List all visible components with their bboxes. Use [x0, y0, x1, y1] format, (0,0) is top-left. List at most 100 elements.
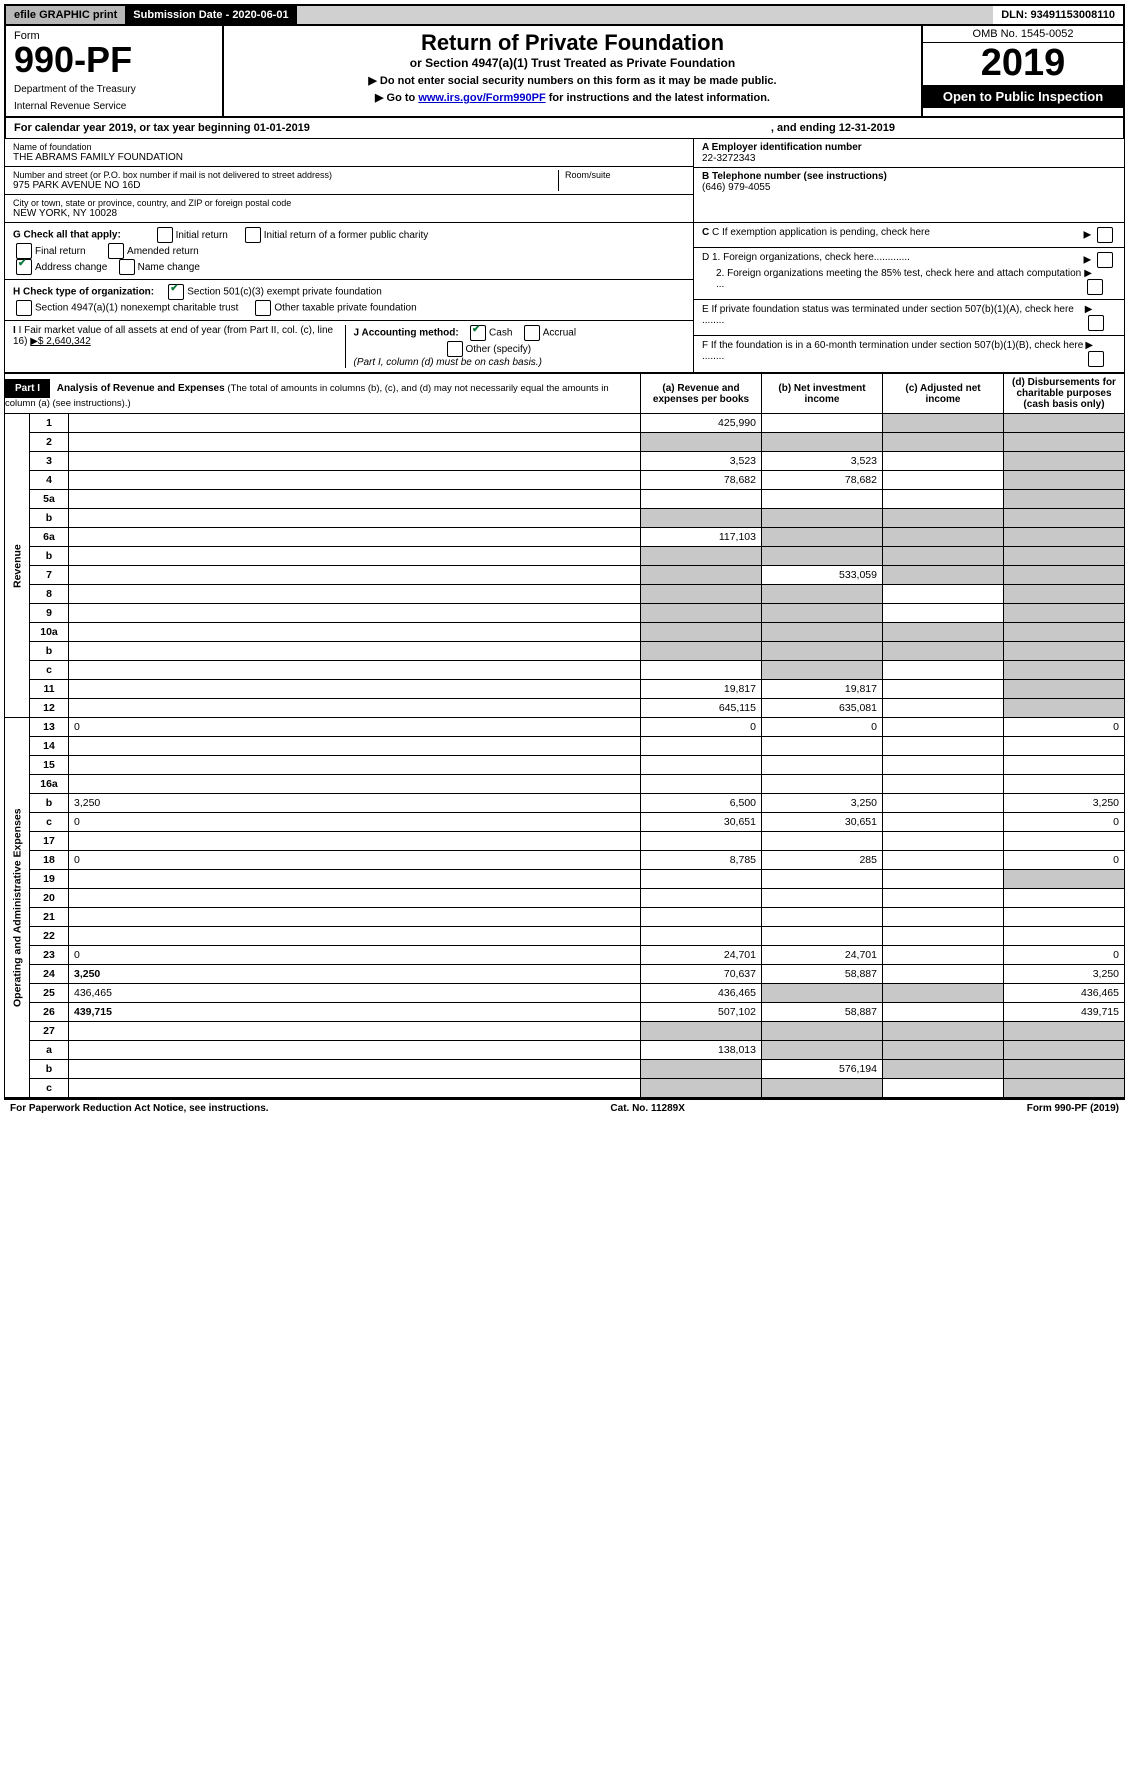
amount-col-c [883, 509, 1004, 528]
line-number: 17 [30, 832, 69, 851]
amount-col-b [762, 1022, 883, 1041]
initial-return-check[interactable] [157, 227, 173, 243]
foundation-name-cell: Name of foundation THE ABRAMS FAMILY FOU… [5, 139, 693, 167]
4947-label: Section 4947(a)(1) nonexempt charitable … [35, 303, 238, 314]
city-state-zip: NEW YORK, NY 10028 [13, 208, 685, 219]
line-number: 19 [30, 870, 69, 889]
table-row: 25436,465436,465436,465 [5, 984, 1125, 1003]
form-title: Return of Private Foundation [228, 30, 917, 56]
line-description [69, 1041, 641, 1060]
table-row: 2 [5, 433, 1125, 452]
line-description [69, 623, 641, 642]
line-description [69, 414, 641, 433]
d1-check[interactable] [1097, 252, 1113, 268]
amount-col-b [762, 1041, 883, 1060]
line-number: b [30, 642, 69, 661]
cash-check[interactable] [470, 325, 486, 341]
amended-return-check[interactable] [108, 243, 124, 259]
amount-col-b: 24,701 [762, 946, 883, 965]
address-change-check[interactable] [16, 259, 32, 275]
f-check[interactable] [1088, 351, 1104, 367]
amount-col-b: 576,194 [762, 1060, 883, 1079]
table-row: c [5, 1079, 1125, 1098]
line-number: c [30, 661, 69, 680]
line-number: 9 [30, 604, 69, 623]
i-label: I [13, 325, 16, 336]
line-description [69, 927, 641, 946]
table-row: 16a [5, 775, 1125, 794]
amount-col-a [641, 623, 762, 642]
line-description: 3,250 [69, 965, 641, 984]
table-row: 7533,059 [5, 566, 1125, 585]
other-method-check[interactable] [447, 341, 463, 357]
line-number: 2 [30, 433, 69, 452]
amount-col-c [883, 908, 1004, 927]
amount-col-a [641, 832, 762, 851]
amount-col-a: 70,637 [641, 965, 762, 984]
amount-col-b [762, 528, 883, 547]
line-number: 5a [30, 490, 69, 509]
c-check[interactable] [1097, 227, 1113, 243]
d2-check[interactable] [1087, 279, 1103, 295]
amount-col-d [1004, 1041, 1125, 1060]
form-header: Form 990-PF Department of the Treasury I… [4, 26, 1125, 118]
amount-col-a [641, 1079, 762, 1098]
amount-col-c [883, 547, 1004, 566]
amount-col-d [1004, 870, 1125, 889]
amount-col-a [641, 433, 762, 452]
name-change-check[interactable] [119, 259, 135, 275]
amount-col-b: 0 [762, 718, 883, 737]
line-number: 25 [30, 984, 69, 1003]
page-footer: For Paperwork Reduction Act Notice, see … [4, 1098, 1125, 1117]
form-ref: Form 990-PF (2019) [1027, 1103, 1119, 1114]
line-description [69, 452, 641, 471]
amount-col-a [641, 756, 762, 775]
amount-col-b: 58,887 [762, 965, 883, 984]
amount-col-b [762, 623, 883, 642]
f-label: F If the foundation is in a 60-month ter… [702, 340, 1085, 367]
e-check[interactable] [1088, 315, 1104, 331]
amount-col-d [1004, 642, 1125, 661]
amount-col-a [641, 870, 762, 889]
line-number: 6a [30, 528, 69, 547]
amount-col-c [883, 832, 1004, 851]
4947-check[interactable] [16, 300, 32, 316]
line-number: 3 [30, 452, 69, 471]
initial-former-check[interactable] [245, 227, 261, 243]
header-mid: Return of Private Foundation or Section … [224, 26, 921, 116]
line-description [69, 699, 641, 718]
501c3-check[interactable] [168, 284, 184, 300]
j-label: J Accounting method: [354, 328, 459, 339]
initial-former-label: Initial return of a former public charit… [264, 230, 429, 241]
amount-col-d: 0 [1004, 946, 1125, 965]
amount-col-a: 3,523 [641, 452, 762, 471]
amount-col-c [883, 1079, 1004, 1098]
city-label: City or town, state or province, country… [13, 198, 685, 208]
amount-col-d [1004, 623, 1125, 642]
line-number: 27 [30, 1022, 69, 1041]
amount-col-b [762, 414, 883, 433]
accrual-check[interactable] [524, 325, 540, 341]
line-number: 1 [30, 414, 69, 433]
open-public-badge: Open to Public Inspection [923, 85, 1123, 108]
form990pf-link[interactable]: www.irs.gov/Form990PF [418, 92, 545, 104]
amount-col-c [883, 1041, 1004, 1060]
goto-post: for instructions and the latest informat… [549, 92, 770, 104]
amount-col-a: 24,701 [641, 946, 762, 965]
line-number: 21 [30, 908, 69, 927]
amount-col-c [883, 1060, 1004, 1079]
amount-col-a [641, 585, 762, 604]
final-return-check[interactable] [16, 243, 32, 259]
amount-col-b [762, 756, 883, 775]
amount-col-a: 6,500 [641, 794, 762, 813]
other-taxable-check[interactable] [255, 300, 271, 316]
table-row: b3,2506,5003,2503,250 [5, 794, 1125, 813]
street-address: 975 PARK AVENUE NO 16D [13, 180, 558, 191]
c-cell: C C If exemption application is pending,… [694, 223, 1124, 248]
table-row: c [5, 661, 1125, 680]
amount-col-a [641, 775, 762, 794]
amount-col-a [641, 604, 762, 623]
amount-col-d: 0 [1004, 718, 1125, 737]
top-bar: efile GRAPHIC print Submission Date - 20… [4, 4, 1125, 26]
line-number: 26 [30, 1003, 69, 1022]
